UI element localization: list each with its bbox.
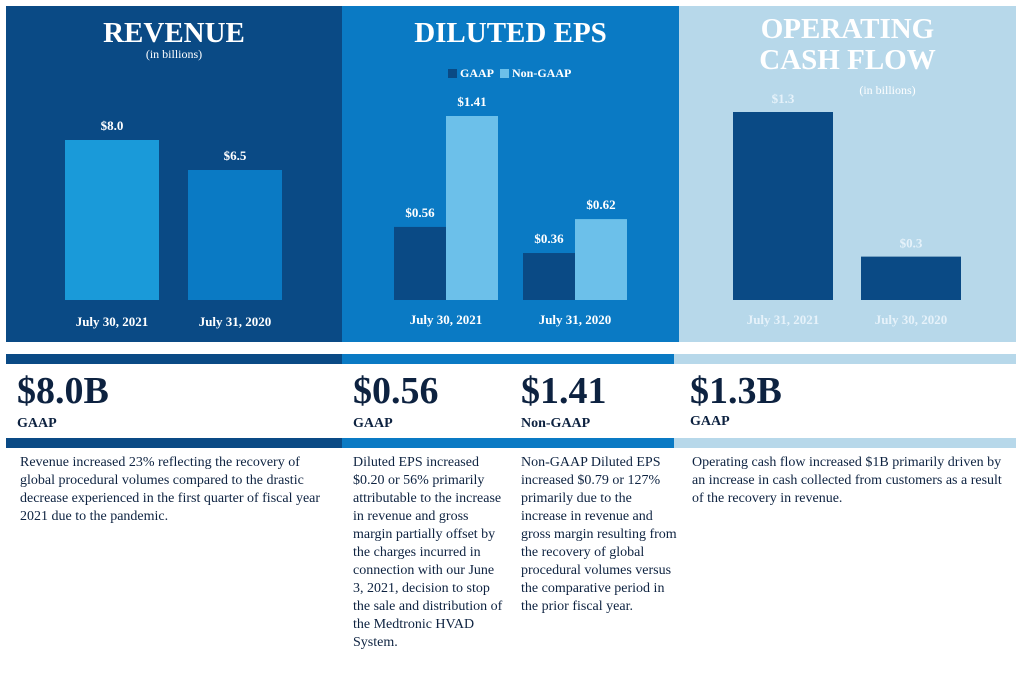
ocf-tag: GAAP [690, 414, 730, 429]
bar-ocf-0 [733, 112, 833, 300]
data-label-eps-1-0: $1.41 [457, 94, 486, 109]
revenue-panel: REVENUE (in billions) $8.0 July 30, 2021 $… [6, 6, 342, 342]
eps-strip-top [342, 354, 674, 364]
legend-swatch-nongaap [500, 69, 509, 78]
data-label-revenue-0: $8.0 [101, 118, 124, 133]
eps-chart: $0.56 $0.36 $1.41 $0.62 July 30, 2021 July 31… [394, 94, 627, 327]
eps-nongaap-tag: Non-GAAP [521, 416, 591, 431]
ocf-strip-bottom [674, 438, 1016, 448]
revenue-chart: $8.0 July 30, 2021 $6.5 July 31, 2020 [65, 118, 282, 329]
data-label-revenue-1: $6.5 [224, 148, 247, 163]
eps-gaap-value: $0.56 [353, 370, 439, 412]
eps-strip-bottom [342, 438, 674, 448]
data-label-ocf-0: $1.3 [772, 91, 795, 106]
tick-label-eps-0: July 30, 2021 [410, 312, 483, 327]
bar-eps-1-0 [446, 116, 498, 300]
tick-label-revenue-0: July 30, 2021 [76, 314, 149, 329]
bar-ocf-1 [861, 256, 961, 300]
ocf-value: $1.3B [690, 370, 782, 412]
data-label-eps-1-1: $0.62 [586, 197, 615, 212]
ocf-title: OPERATING CASH FLOW [759, 13, 936, 76]
revenue-tag: GAAP [17, 416, 57, 431]
data-label-eps-0-0: $0.56 [405, 205, 435, 220]
bar-revenue-1 [188, 170, 282, 300]
tick-label-eps-1: July 31, 2020 [539, 312, 612, 327]
eps-gaap-description: Diluted EPS increased $0.20 or 56% prima… [353, 455, 503, 650]
tick-label-revenue-1: July 31, 2020 [199, 314, 272, 329]
data-label-eps-0-1: $0.36 [534, 231, 564, 246]
bar-eps-0-0 [394, 226, 446, 300]
legend-label-gaap: GAAP [460, 66, 494, 80]
bar-revenue-0 [65, 140, 159, 300]
ocf-strip-top [674, 354, 1016, 364]
revenue-strip-top [6, 354, 342, 364]
legend-label-nongaap: Non-GAAP [512, 66, 572, 80]
eps-legend: GAAP Non-GAAP [442, 66, 571, 81]
bar-eps-0-1 [523, 253, 575, 300]
legend-swatch-gaap [448, 69, 457, 78]
tick-label-ocf-1: July 30, 2020 [875, 312, 948, 327]
revenue-subtitle: (in billions) [145, 47, 203, 61]
tick-label-ocf-0: July 31, 2021 [747, 312, 820, 327]
revenue-title: REVENUE [103, 17, 245, 49]
bar-eps-1-1 [575, 219, 627, 300]
revenue-description: Revenue increased 23% reflecting the rec… [20, 455, 321, 524]
data-label-ocf-1: $0.3 [900, 236, 923, 251]
eps-nongaap-value: $1.41 [521, 370, 607, 412]
ocf-chart: $1.3 July 31, 2021 $0.3 July 30, 2020 [733, 91, 961, 327]
eps-gaap-tag: GAAP [353, 416, 393, 431]
eps-nongaap-description: Non-GAAP Diluted EPS increased $0.79 or … [521, 455, 677, 614]
ocf-panel: OPERATING CASH FLOW (in billions) $1.3 Ju… [679, 6, 1016, 342]
ocf-subtitle: (in billions) [859, 83, 916, 97]
revenue-strip-bottom [6, 438, 342, 448]
ocf-description: Operating cash flow increased $1B primar… [692, 455, 1002, 506]
revenue-value: $8.0B [17, 370, 109, 412]
eps-title: DILUTED EPS [414, 17, 607, 49]
eps-panel: DILUTED EPS GAAP Non-GAAP $0.56 $0.36 $1.4… [342, 6, 679, 342]
